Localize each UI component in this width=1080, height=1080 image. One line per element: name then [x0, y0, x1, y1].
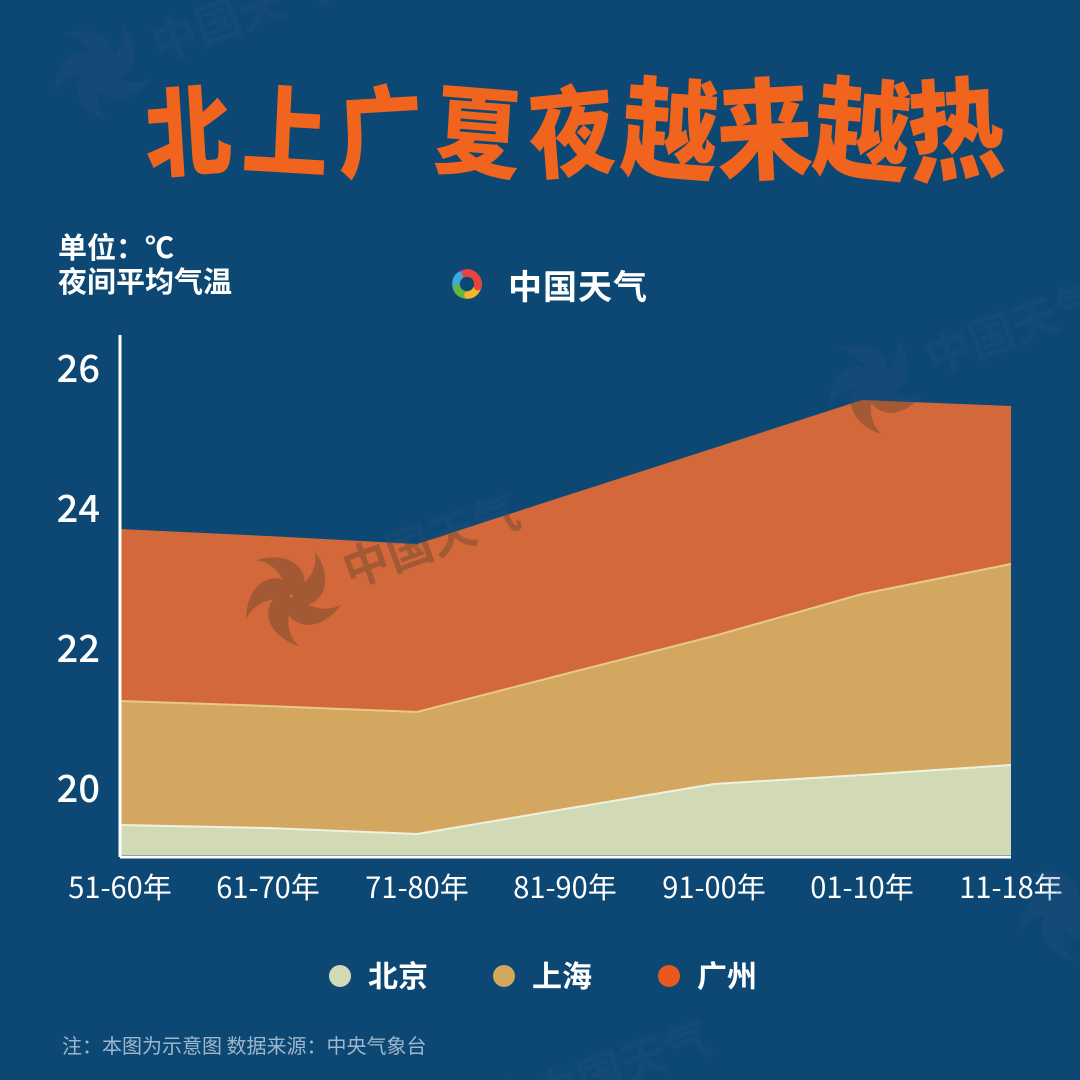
svg-text:北京: 北京 — [368, 952, 428, 996]
svg-text:24: 24 — [57, 478, 100, 533]
svg-text:91-00年: 91-00年 — [662, 865, 765, 907]
svg-text:81-90年: 81-90年 — [513, 865, 616, 907]
svg-text:上海: 上海 — [532, 952, 592, 996]
svg-text:26: 26 — [57, 338, 100, 393]
svg-text:71-80年: 71-80年 — [365, 865, 468, 907]
svg-text:11-18年: 11-18年 — [959, 865, 1062, 907]
svg-text:22: 22 — [57, 618, 100, 673]
svg-text:广州: 广州 — [697, 952, 757, 996]
svg-text:01-10年: 01-10年 — [810, 865, 913, 907]
svg-text:20: 20 — [57, 758, 100, 813]
svg-text:51-60年: 51-60年 — [68, 865, 171, 907]
svg-text:61-70年: 61-70年 — [216, 865, 319, 907]
